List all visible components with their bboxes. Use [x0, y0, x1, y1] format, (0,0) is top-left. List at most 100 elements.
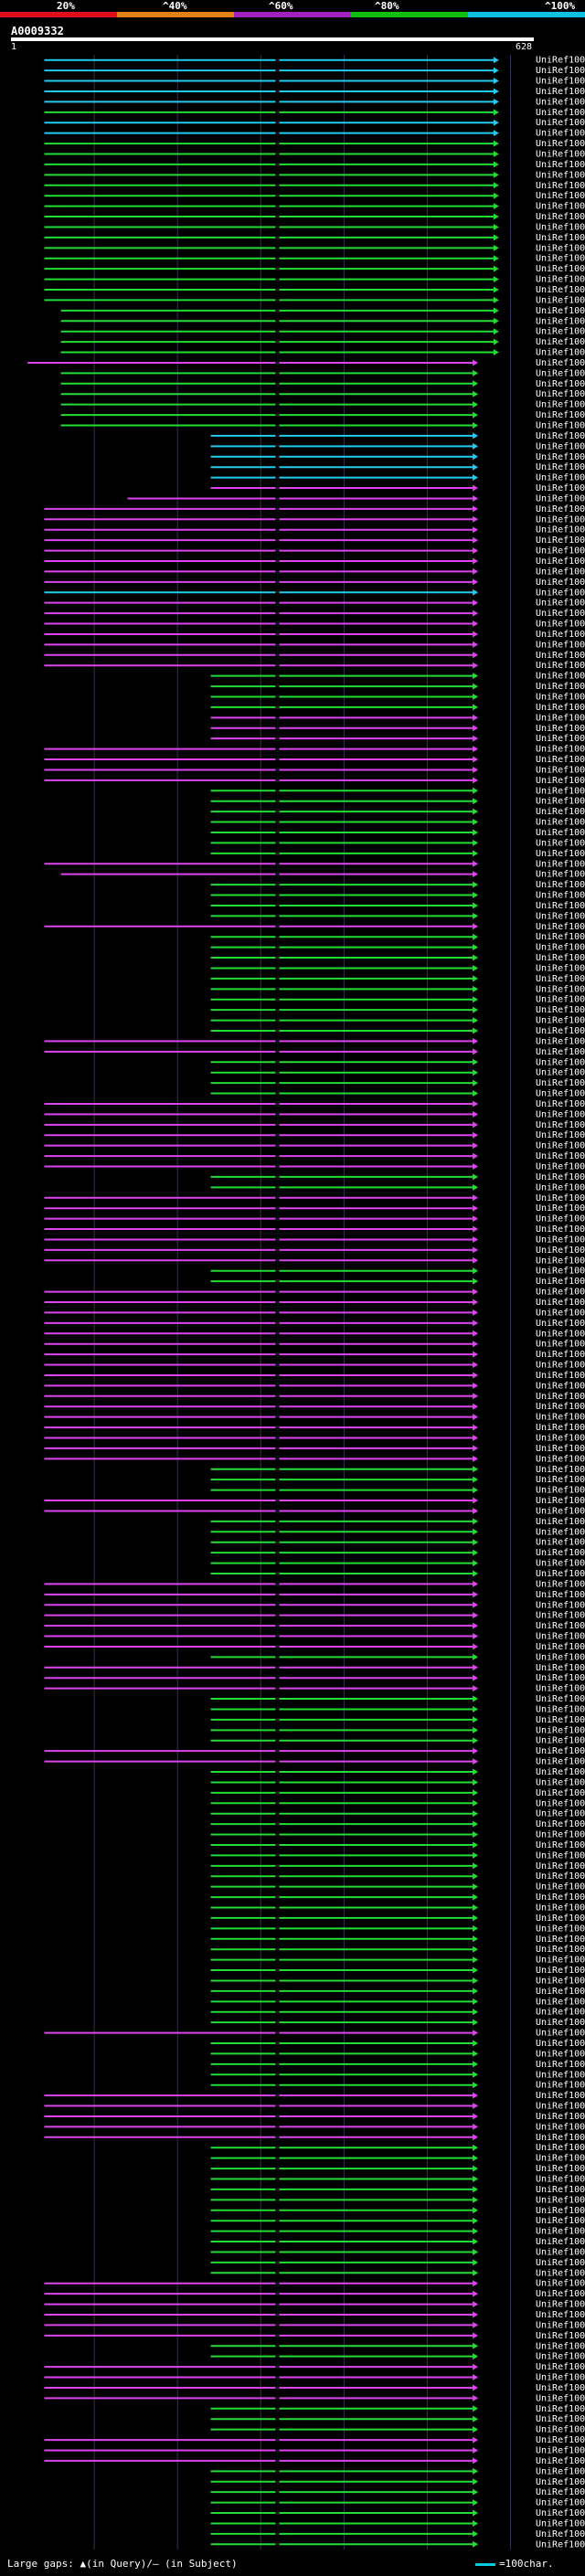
hit-name[interactable]: UniRef100_B6Q456	[536, 1465, 585, 1475]
hit-name[interactable]: UniRef100_B6RNK7	[536, 1433, 585, 1443]
hit-name[interactable]: UniRef100_A9H5H5	[536, 713, 585, 723]
hit-name[interactable]: UniRef100_A5DKL9	[536, 943, 585, 953]
hit-name[interactable]: UniRef100_UP1000...	[536, 1903, 585, 1913]
hit-name[interactable]: UniRef100_Q1F173	[536, 1987, 585, 1997]
hit-name[interactable]: UniRef100_Q01R2C	[536, 797, 585, 807]
hit-name[interactable]: UniRef100_UP1000...	[536, 1767, 585, 1777]
hit-name[interactable]: UniRef100_A2QU86	[536, 2445, 585, 2455]
hit-name[interactable]: UniRef100_UP1000...	[536, 891, 585, 901]
hit-name[interactable]: UniRef100_Q5ZLX0	[536, 2164, 585, 2174]
hit-name[interactable]: UniRef100_Q5I3J9	[536, 2049, 585, 2059]
hit-name[interactable]: UniRef100_UP1000...	[536, 1935, 585, 1945]
hit-name[interactable]: UniRef100_Q33E88	[536, 2174, 585, 2184]
hit-name[interactable]: UniRef100_Q5ZF86	[536, 849, 585, 859]
hit-name[interactable]: UniRef100_Q7VZW5	[536, 2404, 585, 2414]
hit-name[interactable]: UniRef100_A9PEF8	[536, 2112, 585, 2122]
hit-name[interactable]: UniRef100_B9RMT1	[536, 588, 585, 598]
hit-name[interactable]: UniRef100_Q0MS24	[536, 160, 585, 170]
hit-name[interactable]: UniRef100_B9T8A6	[536, 306, 585, 316]
hit-name[interactable]: UniRef100_Q6BT27	[536, 2289, 585, 2299]
hit-name[interactable]: UniRef100_B4QXR7	[536, 734, 585, 744]
hit-name[interactable]: UniRef100_C1BXP2	[536, 1026, 585, 1036]
hit-name[interactable]: UniRef100_B6H3V5	[536, 1402, 585, 1412]
hit-name[interactable]: UniRef100_C4QM69	[536, 1611, 585, 1621]
hit-name[interactable]: UniRef100_B6TML2	[536, 181, 585, 191]
hit-name[interactable]: UniRef100_B6Q9V2	[536, 1005, 585, 1015]
hit-name[interactable]: UniRef100_Q12091	[536, 2258, 585, 2268]
hit-name[interactable]: UniRef100_Q2GNB1	[536, 1203, 585, 1214]
hit-name[interactable]: UniRef100_B9R9D3	[536, 66, 585, 76]
hit-name[interactable]: UniRef100_UP1000...	[536, 1548, 585, 1558]
hit-name[interactable]: UniRef100_A8XQX8	[536, 2414, 585, 2424]
hit-name[interactable]: UniRef100_C4QX00	[536, 2529, 585, 2539]
hit-name[interactable]: UniRef100_C1E675	[536, 493, 585, 504]
hit-name[interactable]: UniRef100_Q3TH84	[536, 1162, 585, 1172]
hit-name[interactable]: UniRef100_UP1000...	[536, 1704, 585, 1714]
hit-name[interactable]: UniRef100_Q6FVH4	[536, 1924, 585, 1934]
hit-name[interactable]: UniRef100_A4PY72	[536, 2373, 585, 2383]
hit-name[interactable]: UniRef100_B6TFS6	[536, 473, 585, 483]
hit-name[interactable]: UniRef100_Q1U9T2	[536, 379, 585, 389]
hit-name[interactable]: UniRef100_Q5R0U1	[536, 400, 585, 410]
hit-name[interactable]: UniRef100_Q5KDW7	[536, 1454, 585, 1464]
hit-name[interactable]: UniRef100_Q4S6E6	[536, 2393, 585, 2403]
hit-name[interactable]: UniRef100_UP1000...	[536, 838, 585, 848]
hit-name[interactable]: UniRef100_C5QF32	[536, 2279, 585, 2289]
hit-name[interactable]: UniRef100_A5E169	[536, 1319, 585, 1329]
hit-name[interactable]: UniRef100_A2X7N6	[536, 254, 585, 264]
hit-name[interactable]: UniRef100_B4FX88	[536, 514, 585, 525]
hit-name[interactable]: UniRef100_A0MAU9	[536, 202, 585, 212]
hit-name[interactable]: UniRef100_UP1000...	[536, 1036, 585, 1046]
hit-name[interactable]: UniRef100_Q2H199	[536, 953, 585, 963]
hit-name[interactable]: UniRef100_UP1000...	[536, 1517, 585, 1527]
hit-name[interactable]: UniRef100_Q4SPX6	[536, 1246, 585, 1256]
hit-name[interactable]: UniRef100_C5M2T1	[536, 1392, 585, 1402]
hit-name[interactable]: UniRef100_UP1000...	[536, 1777, 585, 1787]
hit-name[interactable]: UniRef100_Q5U3G0	[536, 1130, 585, 1140]
hit-name[interactable]: UniRef100_C1MM44	[536, 1892, 585, 1903]
hit-name[interactable]: UniRef100_UP1000...	[536, 1475, 585, 1485]
hit-name[interactable]: UniRef100_Q9S2S0	[536, 1694, 585, 1704]
hit-name[interactable]: UniRef100_Q33CG7	[536, 2216, 585, 2226]
hit-name[interactable]: UniRef100_C5P9S6	[536, 1151, 585, 1161]
hit-name[interactable]: UniRef100_A6YZ25	[536, 275, 585, 285]
hit-name[interactable]: UniRef100_Q75CZ7	[536, 2268, 585, 2278]
hit-name[interactable]: UniRef100_UP1000...	[536, 2352, 585, 2362]
hit-name[interactable]: UniRef100_B6H9W5	[536, 2362, 585, 2372]
hit-name[interactable]: UniRef100_A9PY72	[536, 2383, 585, 2393]
hit-name[interactable]: UniRef100_Q5EE25	[536, 139, 585, 149]
hit-name[interactable]: UniRef100_Q0CP03	[536, 1057, 585, 1067]
hit-name[interactable]: UniRef100_Q75CX3	[536, 2143, 585, 2153]
hit-name[interactable]: UniRef100_C5XSD1	[536, 233, 585, 243]
hit-name[interactable]: UniRef100_Q1E1F4	[536, 1193, 585, 1203]
hit-name[interactable]: UniRef100_UP1000...	[536, 1673, 585, 1683]
hit-name[interactable]: UniRef100_Q2HTM6	[536, 108, 585, 118]
hit-name[interactable]: UniRef100_A5DN63	[536, 1423, 585, 1433]
hit-name[interactable]: UniRef100_A6PJ06	[536, 1871, 585, 1882]
hit-name[interactable]: UniRef100_B9ICR1	[536, 316, 585, 326]
hit-name[interactable]: UniRef100_A7X173	[536, 389, 585, 399]
hit-name[interactable]: UniRef100_B7WLX8	[536, 2029, 585, 2039]
hit-name[interactable]: UniRef100_B4FRR4	[536, 337, 585, 347]
hit-name[interactable]: UniRef100_A5DF37	[536, 2300, 585, 2310]
hit-name[interactable]: UniRef100_A9P9Z4	[536, 77, 585, 87]
hit-name[interactable]: UniRef100_UP1000...	[536, 932, 585, 942]
hit-name[interactable]: UniRef100_UP1000...	[536, 1652, 585, 1662]
hit-name[interactable]: UniRef100_C4JYY3	[536, 1256, 585, 1266]
hit-name[interactable]: UniRef100_A2IKG4	[536, 2154, 585, 2164]
hit-name[interactable]: UniRef100_C3KIB5	[536, 1298, 585, 1308]
hit-name[interactable]: UniRef100_B8PGU1	[536, 1350, 585, 1360]
hit-name[interactable]: UniRef100_C5DB11	[536, 2518, 585, 2528]
hit-name[interactable]: UniRef100_Q8AY40	[536, 2008, 585, 2018]
hit-name[interactable]: UniRef100_B4N7N2	[536, 557, 585, 567]
hit-name[interactable]: UniRef100_B9I4C2	[536, 87, 585, 97]
hit-name[interactable]: UniRef100_A6LMX1	[536, 1788, 585, 1798]
hit-name[interactable]: UniRef100_A6Q1Q7	[536, 285, 585, 295]
hit-name[interactable]: UniRef100_B3NRP7	[536, 922, 585, 932]
hit-name[interactable]: UniRef100_B4FPQ1	[536, 462, 585, 472]
hit-name[interactable]: UniRef100_UP1000...	[536, 1976, 585, 1986]
hit-name[interactable]: UniRef100_A6ZKF4	[536, 1496, 585, 1506]
hit-name[interactable]: UniRef100_B6TJC7	[536, 348, 585, 358]
hit-name[interactable]: UniRef100_UP1000...	[536, 1288, 585, 1298]
hit-name[interactable]: UniRef100_Q6CMD0	[536, 2425, 585, 2435]
